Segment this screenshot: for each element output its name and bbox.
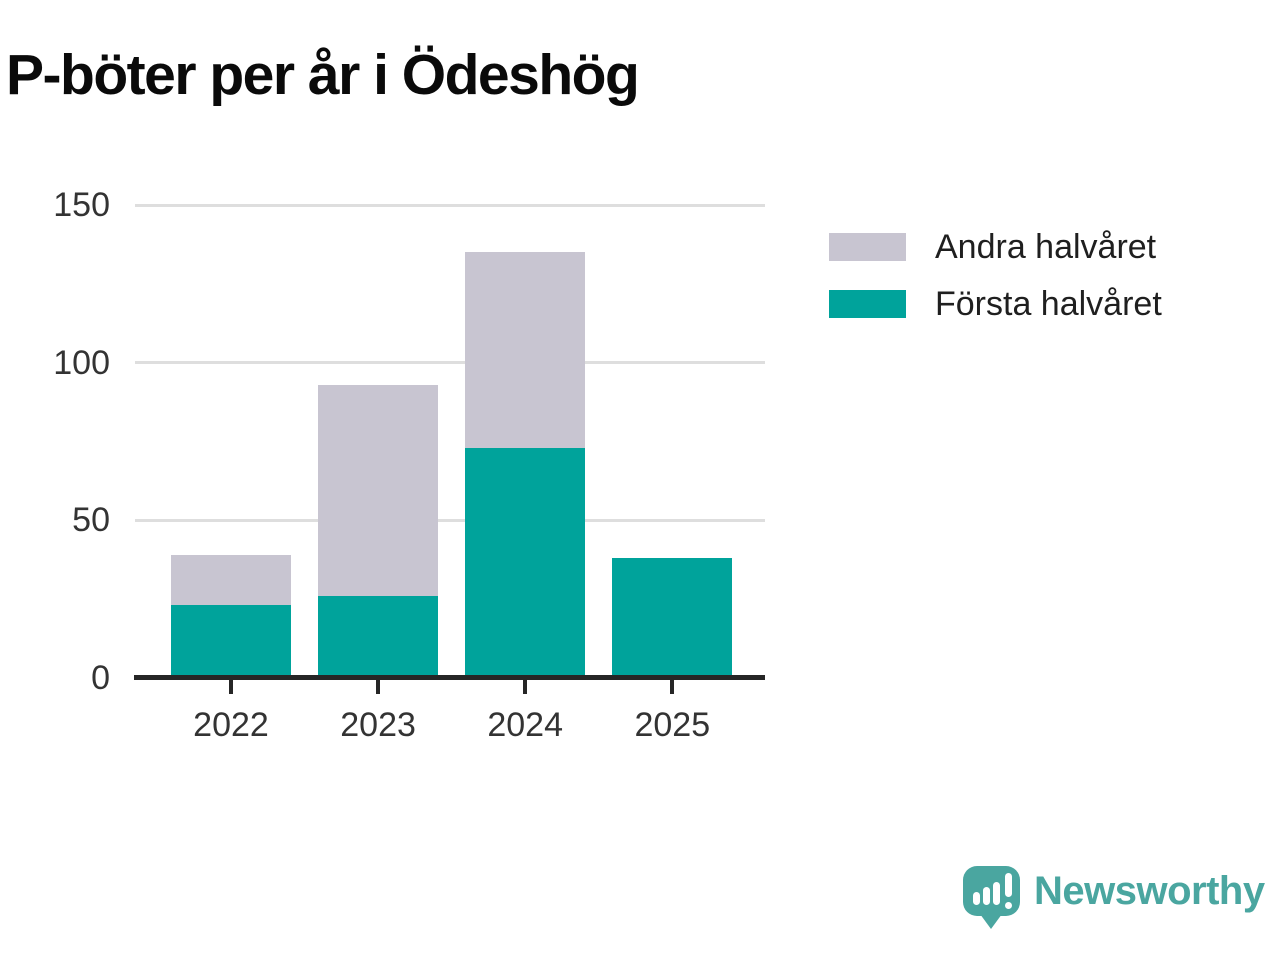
x-tick-label: 2022 xyxy=(193,706,269,744)
bar-glyph xyxy=(993,882,1000,905)
newsworthy-chart-bubble-icon xyxy=(963,866,1020,916)
x-axis-tick xyxy=(376,680,381,694)
x-axis-tick xyxy=(523,680,528,694)
bar-2024-andra-halvåret xyxy=(465,252,586,448)
bar-2022-första-halvåret xyxy=(171,605,291,678)
legend-swatch-icon xyxy=(829,233,906,261)
bar-2022-andra-halvåret xyxy=(171,554,291,606)
x-axis-line xyxy=(134,675,765,680)
brand-logo: Newsworthy xyxy=(963,866,1265,916)
page-title: P-böter per år i Ödeshög xyxy=(6,43,640,107)
y-tick-label: 0 xyxy=(91,658,110,697)
y-tick-label: 50 xyxy=(72,501,110,539)
legend-row: Första halvåret xyxy=(829,285,1162,323)
legend: Andra halvåret Första halvåret xyxy=(829,228,1162,347)
bar-glyph xyxy=(973,892,980,905)
exclamation-icon xyxy=(1005,873,1012,897)
x-tick-label: 2024 xyxy=(487,706,563,744)
legend-row: Andra halvåret xyxy=(829,228,1162,266)
bar-2023-första-halvåret xyxy=(318,595,439,678)
gridline xyxy=(135,518,765,522)
speech-bubble-tail xyxy=(980,914,1002,929)
x-tick-label: 2023 xyxy=(340,706,416,744)
bar-2025-första-halvåret xyxy=(612,557,733,678)
x-axis-tick xyxy=(229,680,233,694)
exclamation-dot-icon xyxy=(1005,902,1012,909)
bar-2024-första-halvåret xyxy=(465,447,586,678)
legend-label: Första halvåret xyxy=(935,284,1162,323)
x-axis-tick xyxy=(670,680,675,694)
legend-swatch-icon xyxy=(829,290,906,318)
y-tick-label: 100 xyxy=(53,343,110,382)
x-tick-label: 2025 xyxy=(634,706,711,744)
gridline xyxy=(135,203,765,207)
gridline xyxy=(135,361,765,364)
legend-label: Andra halvåret xyxy=(935,227,1157,266)
bar-2023-andra-halvåret xyxy=(318,384,439,596)
bar-glyph xyxy=(983,887,990,905)
y-tick-label: 150 xyxy=(53,186,110,224)
brand-name: Newsworthy xyxy=(1034,869,1265,913)
